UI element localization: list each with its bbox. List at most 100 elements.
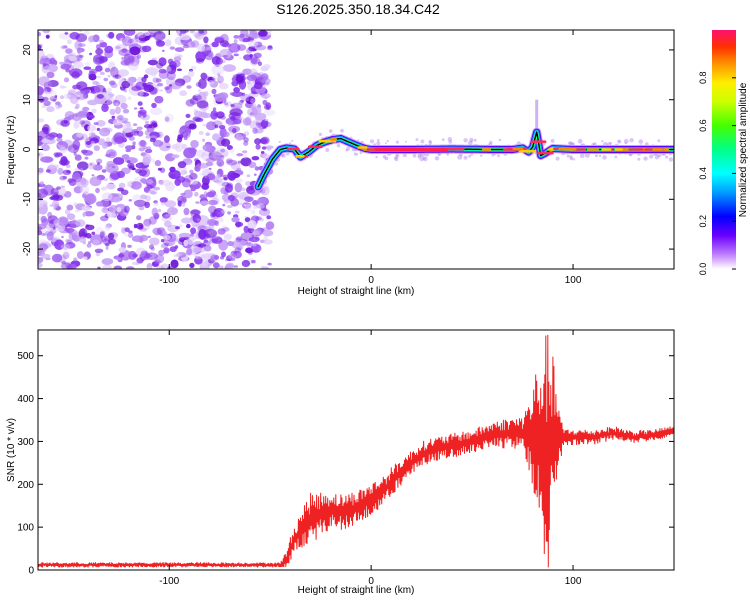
noise-blob <box>217 75 224 84</box>
noise-blob <box>183 236 190 240</box>
noise-blob <box>122 120 128 124</box>
track-halo-dot <box>382 155 387 159</box>
noise-blob <box>181 253 189 262</box>
noise-blob <box>40 156 54 163</box>
noise-blob <box>38 256 44 264</box>
noise-blob <box>214 255 220 261</box>
noise-blob <box>120 103 128 110</box>
noise-blob <box>214 124 219 129</box>
noise-blob <box>175 141 184 152</box>
noise-blob <box>249 30 258 39</box>
noise-blob <box>224 263 234 269</box>
noise-blob <box>38 141 43 147</box>
track-halo-dot <box>569 141 573 145</box>
track-halo-dot <box>356 153 359 156</box>
track-halo-dot <box>658 154 662 157</box>
noise-blob <box>213 176 223 184</box>
noise-blob <box>89 68 98 75</box>
noise-blob <box>200 258 209 267</box>
noise-blob <box>212 133 221 141</box>
noise-blob <box>197 243 207 248</box>
noise-blob <box>47 240 51 243</box>
noise-blob <box>186 85 192 89</box>
track-halo-dot <box>428 140 432 143</box>
noise-blob <box>228 252 237 261</box>
noise-blob <box>253 52 262 59</box>
noise-blob <box>156 62 164 69</box>
noise-blob <box>46 106 55 113</box>
noise-blob <box>145 135 151 139</box>
track-halo-dot <box>359 151 363 155</box>
noise-blob <box>74 209 80 213</box>
noise-blob <box>196 149 206 158</box>
noise-blob <box>46 87 52 93</box>
noise-blob <box>187 236 195 245</box>
noise-blob <box>110 66 119 78</box>
snr-x-ticks: -100 0 100 <box>159 330 582 587</box>
noise-blob <box>202 138 205 142</box>
noise-blob <box>101 142 108 149</box>
noise-blob <box>78 228 88 239</box>
noise-blob <box>236 167 242 172</box>
y-tick-label: 400 <box>17 394 34 405</box>
noise-blob <box>38 153 41 156</box>
noise-blob <box>146 179 154 185</box>
noise-blob <box>180 192 186 196</box>
noise-blob <box>178 33 182 37</box>
noise-blob <box>168 169 181 180</box>
track-halo-dot <box>415 138 419 142</box>
noise-blob <box>267 45 273 49</box>
noise-blob <box>251 209 256 215</box>
noise-blob <box>248 236 260 243</box>
y-tick-label: 0 <box>28 566 34 577</box>
noise-blob <box>148 189 158 196</box>
noise-blob <box>39 57 52 66</box>
noise-blob <box>190 227 197 234</box>
track-halo-dot <box>428 140 433 145</box>
track-halo-dot <box>668 157 674 162</box>
noise-blob <box>205 132 210 137</box>
noise-blob <box>93 122 99 126</box>
noise-blob <box>252 244 257 247</box>
noise-blob <box>141 76 147 83</box>
noise-blob <box>68 232 78 241</box>
noise-blob <box>134 34 139 39</box>
noise-blob <box>138 140 148 148</box>
noise-blob <box>60 262 72 269</box>
noise-blob <box>180 30 189 33</box>
y-tick-label: 10 <box>22 94 33 106</box>
colorbar: 0.0 0.2 0.4 0.6 0.8 Normalized spectral ampl… <box>698 30 749 275</box>
noise-blob <box>118 182 126 189</box>
noise-blob <box>82 212 86 217</box>
track-halo-dot <box>353 152 357 156</box>
noise-blob <box>86 243 92 248</box>
noise-blob <box>91 174 95 177</box>
noise-blob <box>221 138 231 147</box>
track-halo-dot <box>614 155 618 159</box>
track-halo-dot <box>629 138 634 143</box>
noise-blob <box>247 107 259 117</box>
noise-blob <box>143 218 152 227</box>
noise-blob <box>170 259 179 269</box>
noise-blob <box>60 185 66 188</box>
y-tick-label: 200 <box>17 480 34 491</box>
noise-blob <box>151 57 158 61</box>
noise-blob <box>146 177 157 189</box>
noise-blob <box>45 223 55 230</box>
noise-blob <box>164 86 170 90</box>
noise-blob <box>73 186 83 194</box>
noise-blob <box>126 266 135 269</box>
noise-blob <box>79 120 86 125</box>
noise-blob <box>235 221 242 228</box>
noise-blob <box>40 215 47 223</box>
noise-blob <box>259 121 272 128</box>
noise-blob <box>157 167 162 171</box>
noise-blob <box>261 77 271 85</box>
track-halo-dot <box>569 155 573 159</box>
noise-blob <box>246 241 252 247</box>
y-tick-label: 500 <box>17 351 34 362</box>
track-halo-dot <box>463 155 468 160</box>
noise-blob <box>127 77 136 84</box>
noise-blob <box>136 32 146 39</box>
noise-blob <box>237 160 242 164</box>
